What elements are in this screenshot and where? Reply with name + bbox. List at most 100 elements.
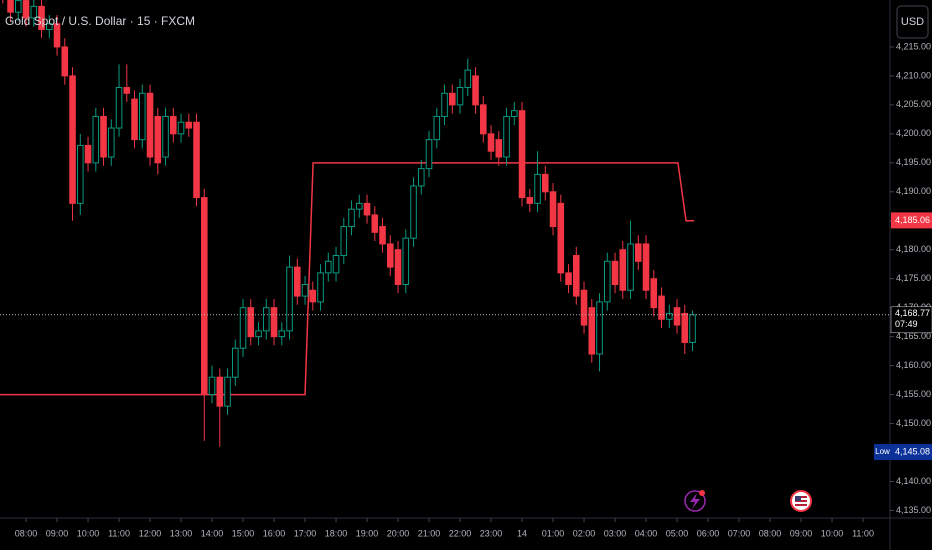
candle-body [503, 115, 510, 158]
y-tick-label: 4,180.00 [896, 244, 931, 254]
candle-body [208, 376, 216, 396]
x-tick-label: 23:00 [480, 528, 503, 538]
candle-body [255, 330, 262, 338]
candle-body [603, 260, 611, 303]
axes: 4,135.004,140.004,145.004,150.004,155.00… [15, 41, 932, 538]
candle-body [549, 191, 557, 228]
candle-body [146, 92, 154, 158]
candle-body [100, 115, 107, 158]
candle-body [177, 121, 185, 135]
low-tag [874, 444, 891, 461]
candle-body [107, 127, 115, 158]
candle-body [472, 75, 479, 106]
candle-body [588, 307, 596, 355]
economic-event-icon[interactable] [790, 490, 812, 512]
candle-body [38, 5, 45, 31]
candle-body [425, 139, 433, 170]
x-tick-label: 15:00 [232, 528, 255, 538]
candle-body [53, 23, 61, 48]
candle-body [557, 202, 565, 274]
event-icon[interactable] [684, 490, 706, 512]
x-tick-label: 22:00 [449, 528, 472, 538]
y-tick-label: 4,135.00 [896, 505, 931, 515]
currency-label[interactable]: USD [901, 16, 924, 28]
x-tick-label: 08:00 [759, 528, 782, 538]
candle-body [565, 272, 572, 285]
y-tick-label: 4,205.00 [896, 99, 931, 109]
candle-body [410, 185, 417, 239]
candle-body [572, 255, 580, 297]
candle-body [402, 237, 410, 285]
x-tick-label: 14 [517, 528, 527, 538]
y-tick-label: 4,175.00 [896, 273, 931, 283]
candle-body [332, 255, 340, 274]
candle-body [464, 69, 472, 88]
candle-body [340, 226, 348, 257]
candle-body [22, 0, 30, 19]
candle-body [456, 86, 464, 106]
candle-body [665, 312, 673, 320]
candle-body [270, 307, 278, 338]
candle-body [689, 314, 696, 343]
x-tick-label: 09:00 [46, 528, 69, 538]
chart-title: Gold Spot / U.S. Dollar · 15 · FXCM [5, 14, 195, 28]
x-tick-label: 10:00 [77, 528, 100, 538]
y-tick-label: 4,155.00 [896, 389, 931, 399]
y-tick-label: 4,215.00 [896, 41, 931, 51]
candle-body [650, 278, 658, 309]
candle-body [200, 197, 208, 396]
candle-body [262, 307, 270, 332]
x-tick-label: 11:00 [108, 528, 130, 538]
candle-body [224, 376, 231, 407]
current-price-label: 4,168.77 [895, 308, 930, 318]
x-tick-label: 19:00 [356, 528, 379, 538]
x-tick-label: 09:00 [790, 528, 813, 538]
candle-body [448, 92, 456, 106]
y-tick-label: 4,190.00 [896, 186, 931, 196]
candle-body [92, 115, 100, 164]
x-tick-label: 01:00 [542, 528, 565, 538]
candle-body [611, 260, 619, 285]
candle-body [441, 92, 448, 117]
y-tick-label: 4,210.00 [896, 70, 931, 80]
candle-body [634, 243, 642, 262]
candle-body [627, 243, 634, 291]
x-tick-label: 16:00 [263, 528, 286, 538]
y-tick-label: 4,150.00 [896, 418, 931, 428]
candle-body [14, 0, 22, 13]
candle-body [619, 249, 627, 291]
x-tick-label: 21:00 [418, 528, 441, 538]
candle-body [371, 214, 379, 233]
candle-body [45, 23, 53, 31]
candle-body [193, 121, 200, 199]
x-tick-label: 07:00 [728, 528, 751, 538]
x-tick-label: 06:00 [697, 528, 720, 538]
candle-body [317, 272, 324, 303]
candle-body [534, 173, 541, 204]
indicator-line [0, 162, 695, 396]
candle-body [495, 139, 503, 158]
currency-button[interactable] [896, 5, 929, 39]
y-tick-label: 4,160.00 [896, 360, 931, 370]
candle-body [247, 307, 255, 338]
candle-body [642, 243, 650, 291]
low-value-tag [891, 444, 932, 461]
x-tick-label: 20:00 [387, 528, 410, 538]
candle-body [185, 121, 193, 129]
y-tick-label: 4,195.00 [896, 157, 931, 167]
candle-body [7, 0, 14, 13]
candle-body [231, 347, 239, 378]
candle-body [348, 208, 355, 228]
candle-body [324, 260, 332, 274]
candle-body [115, 86, 123, 129]
candle-body [433, 115, 441, 141]
candle-body [417, 168, 425, 187]
candle-body [526, 197, 534, 204]
candle-body [169, 115, 177, 135]
candle-body [379, 226, 386, 245]
candle-body [658, 295, 665, 320]
candle-body [596, 301, 603, 355]
indicator-price-tag [891, 212, 932, 229]
